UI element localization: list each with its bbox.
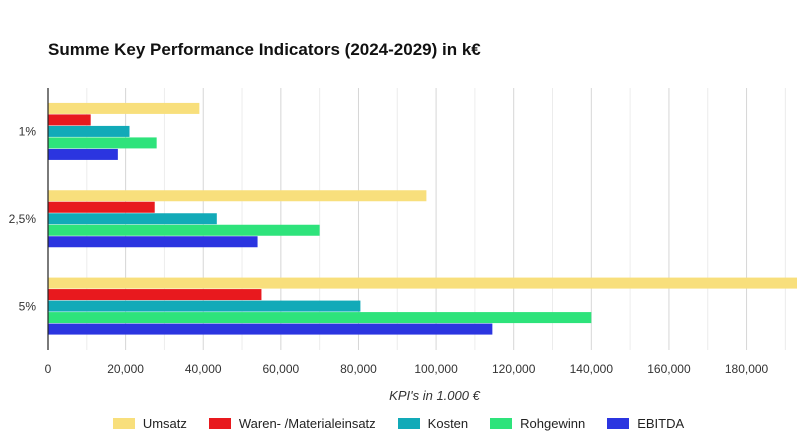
legend-label: EBITDA bbox=[637, 416, 685, 431]
legend: Umsatz Waren- /Materialeinsatz Kosten Rohge… bbox=[0, 416, 797, 431]
bar-umsatz-3 bbox=[48, 277, 797, 289]
x-tick-label: 40,000 bbox=[185, 362, 222, 376]
x-tick-label: 120,000 bbox=[492, 362, 536, 376]
bar-ebitda-1 bbox=[48, 148, 118, 160]
x-tick-label: 60,000 bbox=[262, 362, 299, 376]
legend-swatch bbox=[208, 418, 231, 429]
legend-swatch bbox=[112, 418, 135, 429]
bar-waren-materialeinsatz-2 bbox=[48, 201, 155, 213]
legend-swatch bbox=[490, 418, 513, 429]
legend-item: Umsatz bbox=[112, 416, 187, 431]
x-tick-label: 80,000 bbox=[340, 362, 377, 376]
bar-umsatz-1 bbox=[48, 102, 200, 114]
bar-ebitda-2 bbox=[48, 236, 258, 248]
x-axis-title: KPI's in 1.000 € bbox=[389, 388, 480, 403]
bar-rohgewinn-1 bbox=[48, 137, 157, 149]
y-tick-label: 2,5% bbox=[9, 212, 37, 226]
x-tick-label: 160,000 bbox=[647, 362, 691, 376]
bars bbox=[48, 102, 797, 335]
legend-item: Rohgewinn bbox=[490, 416, 585, 431]
legend-label: Kosten bbox=[427, 416, 469, 431]
bar-waren-materialeinsatz-1 bbox=[48, 114, 91, 126]
y-tick-label: 1% bbox=[19, 125, 37, 139]
legend-item: Waren- /Materialeinsatz bbox=[208, 416, 376, 431]
legend-swatch bbox=[607, 418, 630, 429]
bar-umsatz-2 bbox=[48, 190, 427, 202]
x-tick-label: 20,000 bbox=[107, 362, 144, 376]
bar-rohgewinn-3 bbox=[48, 312, 592, 324]
legend-label: Rohgewinn bbox=[520, 416, 586, 431]
bar-kosten-3 bbox=[48, 300, 361, 312]
x-tick-label: 180,000 bbox=[725, 362, 769, 376]
x-tick-label: 0 bbox=[45, 362, 52, 376]
y-tick-label: 5% bbox=[19, 299, 37, 313]
bar-waren-materialeinsatz-3 bbox=[48, 289, 262, 301]
bar-kosten-2 bbox=[48, 213, 217, 225]
legend-item: Kosten bbox=[397, 416, 469, 431]
x-tick-label: 100,000 bbox=[414, 362, 458, 376]
legend-label: Waren- /Materialeinsatz bbox=[238, 416, 376, 431]
bar-rohgewinn-2 bbox=[48, 224, 320, 236]
axis-labels: 1% 2,5% 5% 0 20,000 40,000 60,000 80,000 100,000… bbox=[9, 125, 769, 403]
legend-item: EBITDA bbox=[607, 416, 684, 431]
legend-label: Umsatz bbox=[142, 416, 187, 431]
bar-ebitda-3 bbox=[48, 323, 493, 335]
x-tick-label: 140,000 bbox=[570, 362, 614, 376]
chart-title: Summe Key Performance Indicators (2024-2… bbox=[48, 40, 481, 59]
bar-kosten-1 bbox=[48, 125, 130, 137]
legend-swatch bbox=[397, 418, 420, 429]
